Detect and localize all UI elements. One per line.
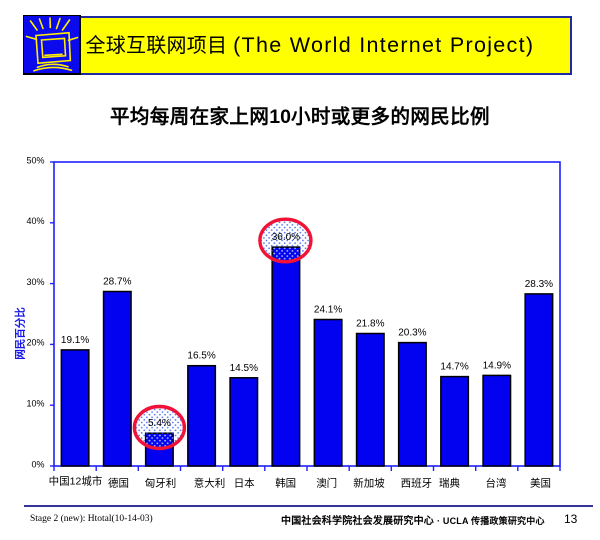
svg-text:10%: 10% — [26, 399, 44, 409]
svg-text:30%: 30% — [26, 277, 44, 287]
svg-text:36.0%: 36.0% — [272, 232, 300, 243]
svg-text:5.4%: 5.4% — [148, 418, 171, 429]
svg-text:德国: 德国 — [108, 477, 129, 490]
svg-text:意大利: 意大利 — [194, 477, 226, 490]
svg-text:14.9%: 14.9% — [483, 360, 511, 371]
svg-text:28.7%: 28.7% — [103, 277, 131, 288]
svg-text:50%: 50% — [26, 155, 44, 165]
svg-text:美国: 美国 — [530, 477, 551, 490]
svg-text:中国12城市: 中国12城市 — [49, 475, 103, 488]
svg-text:西班牙: 西班牙 — [401, 478, 433, 490]
svg-text:14.7%: 14.7% — [440, 362, 468, 373]
svg-text:19.1%: 19.1% — [61, 335, 89, 346]
svg-text:20.3%: 20.3% — [398, 328, 426, 339]
svg-text:16.5%: 16.5% — [187, 351, 215, 362]
svg-text:40%: 40% — [26, 216, 44, 226]
svg-text:24.1%: 24.1% — [314, 305, 342, 316]
svg-text:韩国: 韩国 — [275, 477, 296, 490]
svg-text:14.5%: 14.5% — [230, 363, 258, 374]
svg-text:日本: 日本 — [234, 477, 255, 490]
svg-text:匈牙利: 匈牙利 — [145, 477, 177, 490]
svg-text:新加坡: 新加坡 — [353, 477, 385, 490]
svg-text:澳门: 澳门 — [316, 477, 337, 490]
svg-text:台湾: 台湾 — [486, 477, 507, 490]
svg-text:瑞典: 瑞典 — [439, 477, 460, 490]
svg-text:20%: 20% — [26, 338, 44, 348]
svg-text:0%: 0% — [31, 459, 44, 469]
svg-text:21.8%: 21.8% — [356, 319, 384, 330]
svg-text:网民百分比: 网民百分比 — [14, 307, 27, 360]
svg-text:28.3%: 28.3% — [525, 279, 553, 290]
